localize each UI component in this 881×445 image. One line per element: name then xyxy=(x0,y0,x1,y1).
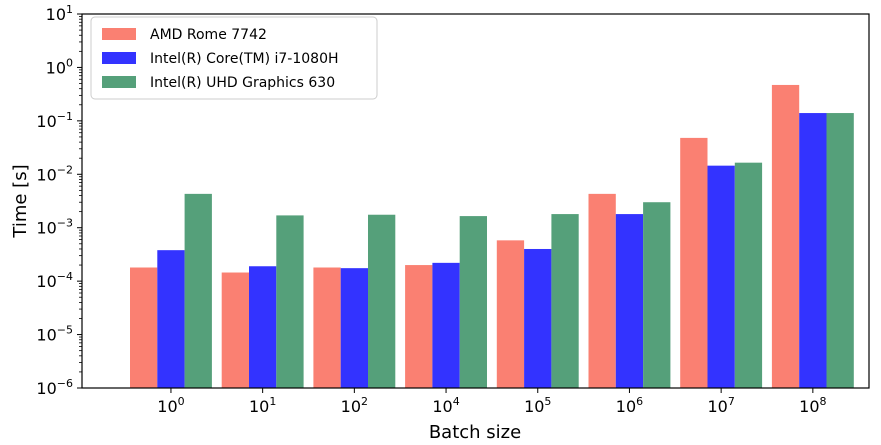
bar-3-8 xyxy=(826,113,854,389)
legend: AMD Rome 7742 Intel(R) Core(TM) i7-1080H I… xyxy=(90,16,378,100)
x-tick-label: 108 xyxy=(799,395,826,416)
bar-2-6 xyxy=(615,214,644,388)
bar-1-8 xyxy=(771,84,800,388)
bar-1-4 xyxy=(405,265,433,388)
bar-3-3 xyxy=(368,214,396,388)
x-tick-label: 101 xyxy=(249,395,276,416)
x-tick-label: 104 xyxy=(432,395,459,416)
bar-2-2 xyxy=(249,266,277,388)
bar-1-3 xyxy=(313,267,341,388)
bar-1-2 xyxy=(221,272,249,388)
x-tick-label: 102 xyxy=(341,395,368,416)
bar-1-5 xyxy=(496,240,525,388)
x-axis: 100 101 102 104 105 106 107 108 xyxy=(157,388,827,416)
bar-2-8 xyxy=(799,113,827,389)
y-tick-label: 10−1 xyxy=(36,110,73,131)
x-tick-label: 107 xyxy=(707,395,734,416)
bar-2-3 xyxy=(340,268,368,388)
x-axis-label: Batch size xyxy=(429,422,521,443)
y-tick-label: 10−4 xyxy=(36,270,73,291)
bar-2-4 xyxy=(432,262,460,388)
x-tick-label: 106 xyxy=(616,395,643,416)
bar-3-5 xyxy=(551,214,579,388)
x-tick-label: 100 xyxy=(157,395,184,416)
y-tick-label: 10−5 xyxy=(36,324,73,345)
y-tick-label: 100 xyxy=(46,56,73,77)
legend-label-2: Intel(R) Core(TM) i7-1080H xyxy=(150,51,339,67)
bar-1-6 xyxy=(588,193,616,388)
y-axis-label: Time [s] xyxy=(10,164,31,238)
bar-2-5 xyxy=(524,248,552,388)
legend-label-1: AMD Rome 7742 xyxy=(150,27,267,43)
bar-2-7 xyxy=(707,165,735,388)
bar-3-4 xyxy=(459,216,487,388)
plot-frame xyxy=(81,13,870,389)
y-tick-label: 10−3 xyxy=(36,217,73,238)
x-tick-label: 105 xyxy=(524,395,551,416)
y-axis: 10−6 10−5 10−4 10−3 10−2 10−1 100 101 xyxy=(36,3,82,398)
legend-swatch-1 xyxy=(102,28,136,40)
y-tick-label: 10−2 xyxy=(36,163,73,184)
bar-3-7 xyxy=(734,162,763,388)
legend-label-3: Intel(R) UHD Graphics 630 xyxy=(150,75,335,91)
bar-3-6 xyxy=(643,202,671,388)
bar-3-1 xyxy=(184,193,212,388)
bar-3-2 xyxy=(276,215,304,388)
bar-1-7 xyxy=(680,137,708,388)
y-tick-label: 101 xyxy=(46,3,73,24)
legend-box xyxy=(90,16,378,100)
bar-2-1 xyxy=(157,250,185,388)
bar-1-1 xyxy=(130,267,158,388)
legend-swatch-3 xyxy=(102,76,136,88)
legend-swatch-2 xyxy=(102,52,136,64)
bars-layer xyxy=(130,84,854,389)
y-tick-label: 10−6 xyxy=(36,377,73,398)
